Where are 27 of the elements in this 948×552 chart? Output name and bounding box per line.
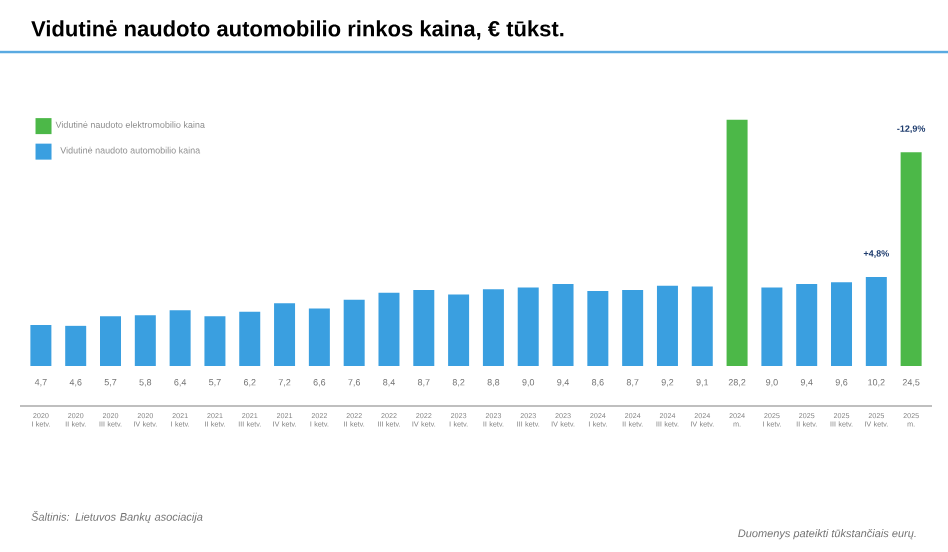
bar	[796, 283, 818, 366]
bar	[517, 287, 539, 366]
bar	[656, 285, 678, 366]
bar	[274, 303, 296, 366]
bar	[343, 299, 365, 366]
bar	[691, 286, 713, 366]
bar	[30, 324, 52, 366]
bar	[761, 287, 783, 366]
bar	[169, 310, 191, 366]
bar	[378, 292, 400, 366]
bar	[65, 325, 87, 366]
bar	[482, 289, 504, 366]
bar	[900, 152, 922, 366]
bar	[726, 119, 748, 366]
bar	[413, 290, 435, 366]
bar	[308, 308, 330, 366]
bar	[622, 290, 644, 366]
bar	[865, 276, 887, 366]
bar	[448, 294, 470, 366]
bar	[239, 311, 261, 366]
bar	[100, 316, 122, 366]
bar	[552, 283, 574, 366]
bar	[831, 282, 853, 366]
bar	[587, 290, 609, 366]
chart-title: Vidutinė naudoto automobilio rinkos kaina, € tūkst.	[31, 20, 564, 40]
bar	[134, 315, 156, 366]
bar	[204, 316, 226, 366]
